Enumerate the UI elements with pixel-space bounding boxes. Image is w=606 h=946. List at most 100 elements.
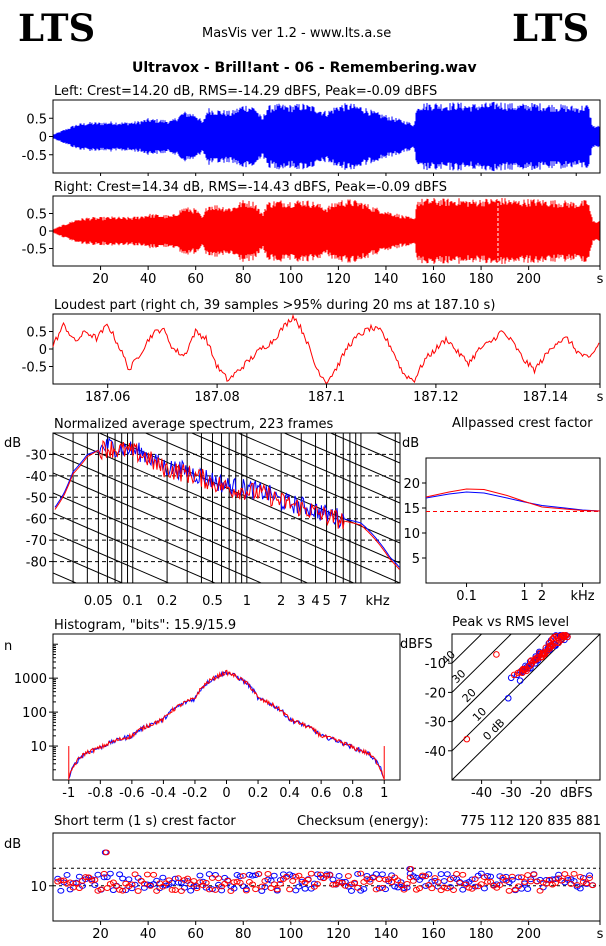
short-term-point: [283, 873, 291, 880]
peak-rms-diagonal-label: 10: [470, 705, 489, 724]
short-term-point: [344, 873, 352, 879]
short-term-point: [326, 872, 334, 878]
short-term-point: [335, 879, 343, 886]
short-term-point: [453, 871, 461, 877]
short-term-point: [100, 870, 108, 877]
x-tick-label: 40: [140, 272, 157, 287]
x-tick-label: 180: [469, 272, 494, 287]
peak-rms-title: Peak vs RMS level: [452, 615, 569, 630]
y-tick-label: -40: [26, 470, 47, 485]
x-tick-label: s: [597, 390, 604, 405]
y-tick-label: -80: [26, 556, 47, 571]
y-tick-label: 5: [412, 552, 420, 567]
short-term-point: [366, 878, 374, 885]
x-tick-label: 2: [538, 589, 546, 604]
short-term-point: [289, 878, 297, 884]
peak-rms-point: [546, 642, 554, 650]
short-term-point: [354, 871, 362, 877]
short-term-point: [236, 873, 244, 880]
checksum-label: Checksum (energy):: [297, 814, 429, 829]
crest-series-0: [425, 491, 601, 512]
y-tick-label: 0: [39, 225, 47, 240]
histogram-title: Histogram, "bits": 15.9/15.9: [54, 618, 236, 633]
peak-rms-point: [555, 637, 563, 644]
short-term-point: [459, 886, 467, 893]
waveform-trace: [53, 198, 600, 264]
histogram-ylabel: n: [4, 639, 12, 654]
short-term-point: [329, 881, 337, 888]
short-term-point: [496, 882, 504, 888]
short-term-point: [242, 887, 250, 894]
short-term-point: [286, 886, 294, 893]
peak-rms-point: [520, 666, 527, 674]
x-tick-label: kHz: [570, 589, 594, 604]
short-term-point: [270, 881, 278, 888]
x-tick-label: 0.1: [456, 589, 477, 604]
spectrum-slope-line: [236, 433, 400, 504]
short-term-point: [82, 874, 90, 880]
short-term-point: [437, 871, 445, 877]
short-term-point: [471, 876, 479, 882]
short-term-point: [409, 877, 417, 884]
peak-rms-point: [536, 649, 544, 657]
x-tick-label: 0.5: [202, 594, 223, 609]
y-tick-label: 10: [30, 880, 47, 895]
spectrum-slope-line: [53, 633, 400, 783]
peak-rms-frame: [451, 633, 601, 781]
crest-frame: [425, 457, 601, 584]
spectrum-slope-line: [144, 433, 400, 544]
short-term-point: [227, 888, 235, 894]
y-tick-label: 100: [22, 706, 47, 721]
short-term-point: [419, 872, 427, 879]
short-term-point: [236, 879, 244, 886]
short-term-point: [119, 875, 127, 882]
y-tick-label: 15: [403, 502, 420, 517]
spectrum-ylabel: dB: [4, 436, 21, 451]
x-tick-label: 0.1: [122, 594, 143, 609]
short-term-point: [586, 872, 594, 879]
short-term-point: [576, 873, 584, 880]
x-tick-label: -20: [530, 786, 551, 801]
peak-rms-point: [510, 671, 518, 679]
spectrum-frame: [52, 432, 401, 584]
spectrum-slope-line: [53, 552, 124, 583]
peak-rms-point: [516, 677, 524, 685]
short-term-point: [116, 871, 124, 878]
short-term-point: [477, 881, 485, 888]
spectrum-slope-line: [53, 593, 400, 743]
short-term-point: [119, 887, 127, 894]
short-term-point: [301, 885, 309, 892]
short-term-point: [428, 885, 436, 892]
spectrum-slope-line: [53, 492, 263, 583]
short-term-point: [558, 877, 566, 884]
short-term-point: [168, 887, 176, 893]
peak-rms-diagonal: [452, 634, 571, 752]
short-term-outlier: [102, 849, 110, 856]
short-term-point: [449, 887, 457, 893]
short-term-point: [239, 872, 247, 879]
file-title: Ultravox - Brill!ant - 06 - Remembering.…: [132, 60, 477, 76]
short-term-point: [211, 887, 219, 893]
short-term-point: [128, 881, 136, 888]
short-term-point: [323, 872, 331, 879]
x-tick-label: 187.08: [194, 390, 240, 405]
short-term-point: [351, 879, 359, 886]
spectrum-series-1: [54, 439, 400, 570]
short-term-point: [347, 888, 355, 894]
y-tick-label: 10: [30, 740, 47, 755]
y-tick-label: -20: [425, 686, 446, 701]
short-term-point: [261, 878, 269, 884]
y-tick-label: -40: [425, 745, 446, 760]
short-term-point: [159, 874, 167, 881]
short-term-point: [310, 880, 318, 887]
short-term-point: [480, 874, 488, 880]
peak-rms-point: [519, 669, 526, 677]
spectrum-slope-line: [190, 433, 400, 524]
short-term-point: [508, 873, 516, 880]
x-tick-label: -30: [501, 786, 522, 801]
short-term-point: [434, 879, 442, 885]
short-term-point: [372, 886, 380, 893]
x-tick-label: -1: [62, 786, 75, 801]
short-term-point: [468, 876, 476, 883]
